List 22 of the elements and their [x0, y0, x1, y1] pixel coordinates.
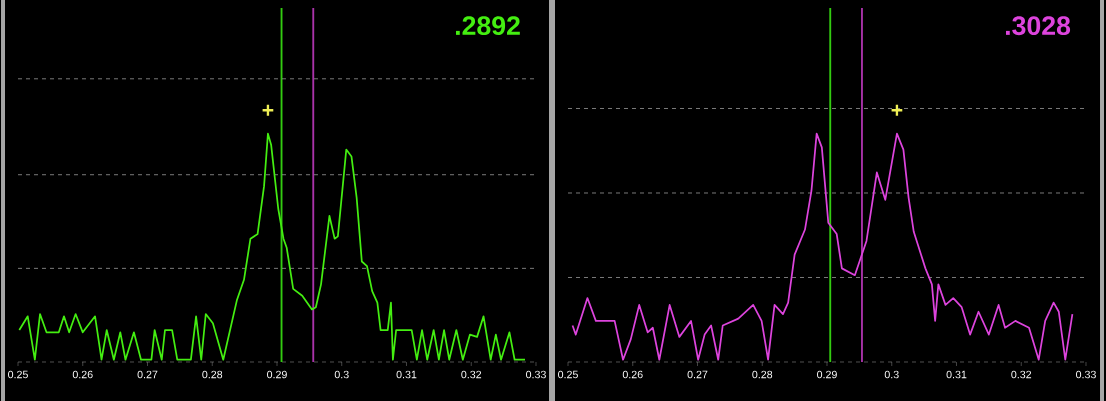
annotation: +: [891, 104, 903, 116]
x-tick-label: 0.25: [558, 370, 578, 379]
x-tick-label: 0.27: [687, 370, 708, 379]
x-tick-label: 0.31: [946, 370, 967, 379]
x-tick-label: 0.26: [622, 370, 643, 379]
x-tick-label: 0.26: [72, 370, 93, 379]
x-tick-label: 0.31: [396, 370, 417, 379]
x-tick-label: 0.27: [137, 370, 158, 379]
x-tick-label: 0.32: [1011, 370, 1032, 379]
x-tick-label: 0.33: [526, 370, 546, 379]
x-tick-label: 0.3: [334, 370, 349, 379]
annotation: +: [262, 104, 274, 116]
x-tick-label: 0.29: [267, 370, 287, 379]
x-tick-label: 0.33: [1076, 370, 1096, 379]
x-tick-label: 0.28: [752, 370, 773, 379]
x-tick-label: 0.29: [817, 370, 837, 379]
text: .3028: [1006, 16, 1071, 36]
x-tick-label: 0.3: [884, 370, 899, 379]
x-tick-label: 0.32: [461, 370, 482, 379]
x-tick-label: 0.28: [202, 370, 223, 379]
text: .2892: [456, 16, 520, 36]
x-tick-label: 0.25: [8, 370, 28, 379]
